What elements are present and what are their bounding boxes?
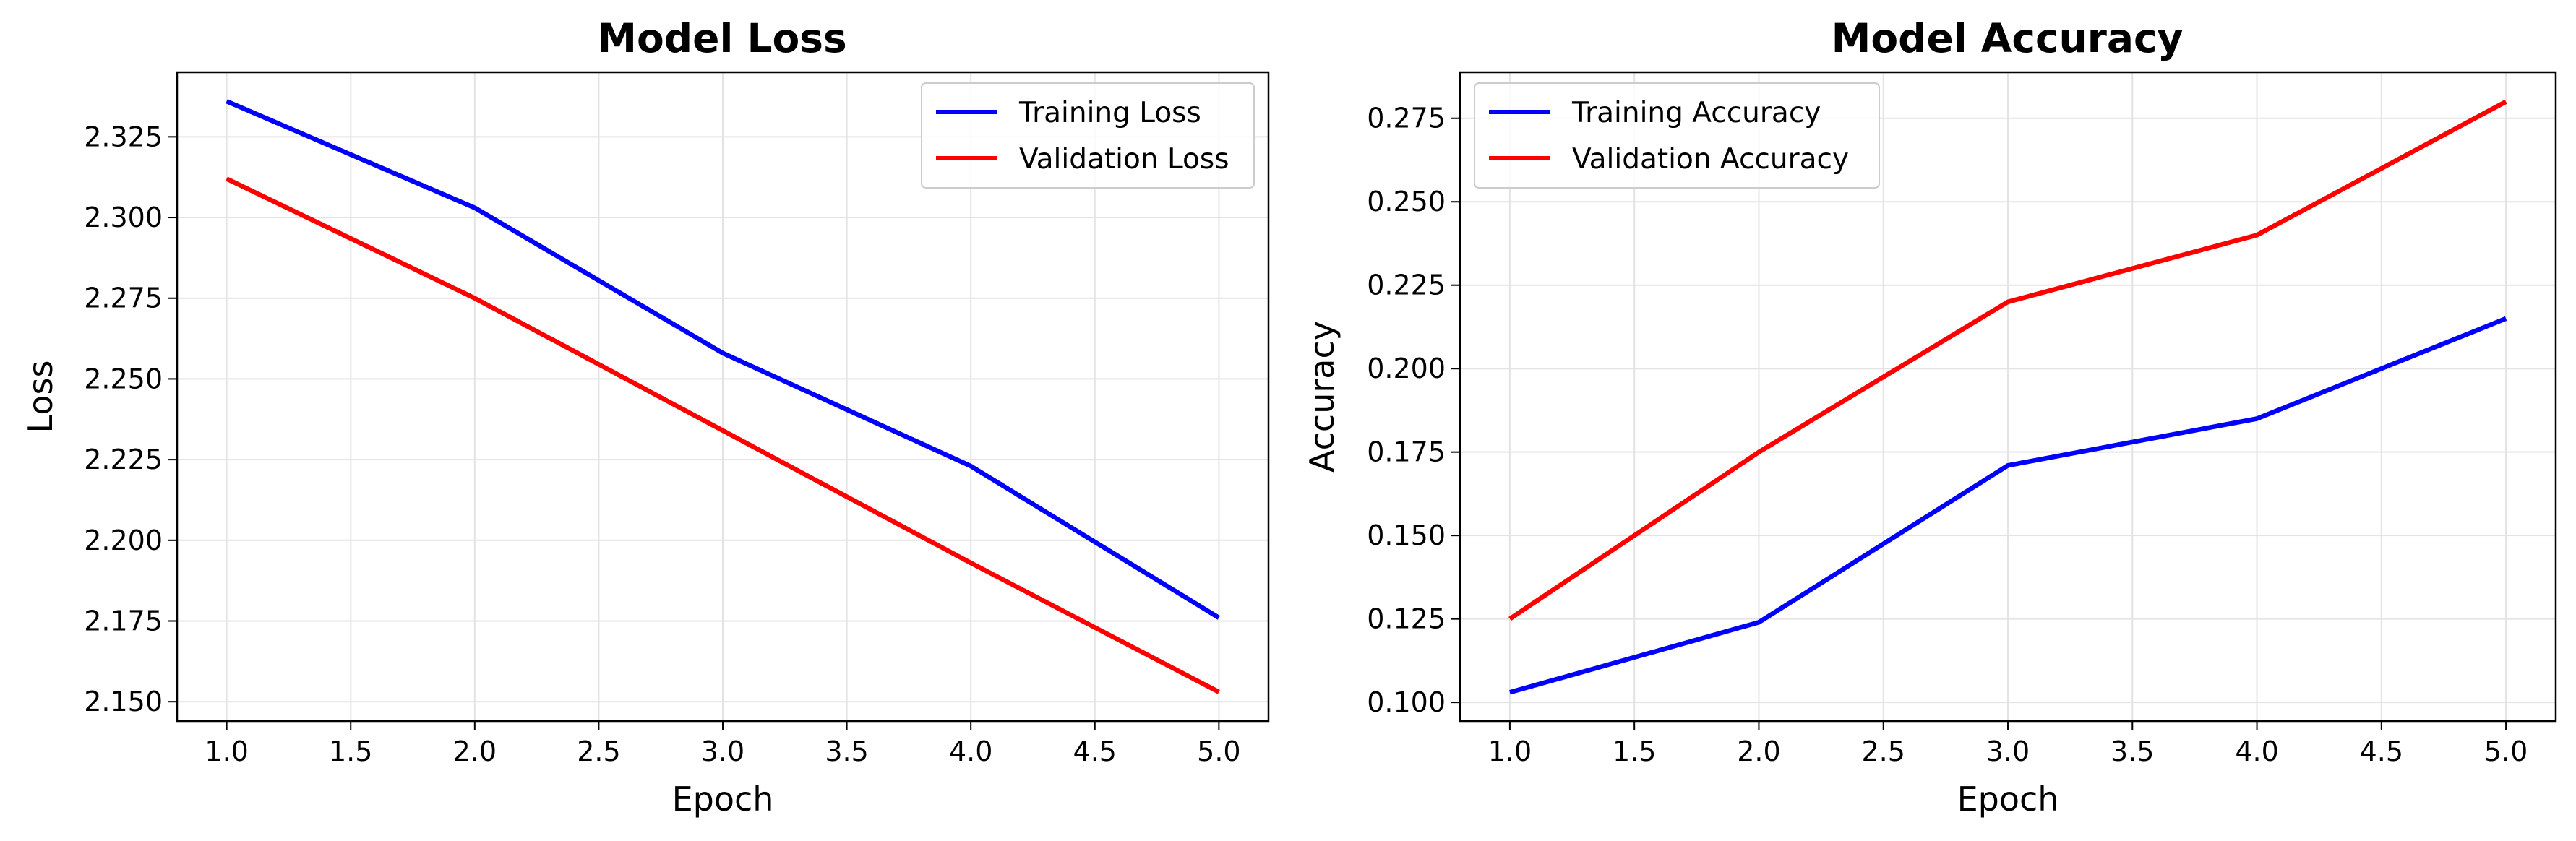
loss-x-axis-label: Epoch [672, 780, 774, 819]
loss-x-tick-label: 4.5 [1073, 736, 1117, 767]
accuracy-x-tick-label: 4.5 [2360, 736, 2403, 767]
accuracy-x-tick-label: 4.0 [2235, 736, 2278, 767]
loss-legend-label-training: Training Loss [1018, 97, 1201, 129]
loss-y-tick-label: 2.250 [84, 363, 163, 394]
accuracy-y-axis: 0.100 0.125 0.150 0.175 0.200 0.225 0.250 0.275 [1367, 103, 1460, 718]
accuracy-x-tick-label: 1.0 [1488, 736, 1532, 767]
loss-y-tick-label: 2.175 [84, 605, 163, 637]
accuracy-y-tick-label: 0.125 [1367, 603, 1446, 635]
accuracy-series-training-accuracy [1509, 316, 2507, 695]
accuracy-x-tick-label: 5.0 [2484, 736, 2528, 767]
accuracy-y-tick-label: 0.175 [1367, 436, 1446, 468]
loss-chart: Model Loss 1.0 1.5 2.0 2.5 3.0 3.5 4.0 4.5 5.0 2… [21, 15, 1270, 819]
loss-x-tick-label: 4.0 [949, 736, 992, 767]
loss-x-tick-label: 3.0 [701, 736, 744, 767]
loss-y-tick-label: 2.275 [84, 283, 163, 314]
accuracy-x-tick-label: 2.0 [1737, 736, 1780, 767]
loss-series-training-loss [226, 99, 1221, 620]
accuracy-x-tick-label: 3.5 [2111, 736, 2154, 767]
accuracy-x-tick-label: 3.0 [1986, 736, 2030, 767]
loss-x-tick-label: 5.0 [1197, 736, 1240, 767]
loss-y-tick-label: 2.300 [84, 202, 163, 233]
accuracy-y-tick-label: 0.150 [1367, 519, 1446, 551]
loss-y-axis-label: Loss [21, 361, 60, 434]
loss-x-tick-label: 1.5 [329, 736, 372, 767]
accuracy-y-tick-label: 0.100 [1367, 686, 1446, 718]
loss-y-tick-label: 2.200 [84, 525, 163, 556]
accuracy-legend-box [1474, 82, 1880, 189]
loss-x-tick-label: 3.5 [825, 736, 868, 767]
accuracy-y-axis-label: Accuracy [1302, 321, 1341, 473]
loss-x-tick-label: 2.0 [453, 736, 497, 767]
accuracy-chart: Model Accuracy 1.0 1.5 2.0 2.5 3.0 3.5 4.0 4.5 5… [1302, 15, 2557, 819]
loss-x-axis: 1.0 1.5 2.0 2.5 3.0 3.5 4.0 4.5 5.0 [205, 721, 1241, 767]
loss-y-tick-label: 2.225 [84, 444, 163, 475]
loss-y-tick-label: 2.150 [84, 686, 163, 717]
loss-chart-title: Model Loss [597, 15, 847, 61]
accuracy-chart-title: Model Accuracy [1832, 15, 2184, 61]
loss-x-tick-label: 2.5 [577, 736, 620, 767]
accuracy-y-tick-label: 0.250 [1367, 186, 1446, 217]
accuracy-legend-label-training: Training Accuracy [1571, 97, 1821, 129]
accuracy-legend-label-validation: Validation Accuracy [1572, 143, 1849, 176]
accuracy-x-axis: 1.0 1.5 2.0 2.5 3.0 3.5 4.0 4.5 5.0 [1488, 721, 2528, 767]
loss-legend-box [921, 82, 1255, 189]
loss-x-tick-label: 1.0 [205, 736, 248, 767]
accuracy-series-lines [1508, 99, 2507, 695]
loss-y-tick-label: 2.325 [84, 121, 163, 152]
accuracy-y-tick-label: 0.200 [1367, 353, 1446, 384]
loss-series-lines [226, 99, 1221, 694]
accuracy-legend: Training Accuracy Validation Accuracy [1474, 82, 1880, 189]
accuracy-x-tick-label: 2.5 [1862, 736, 1905, 767]
accuracy-x-tick-label: 1.5 [1613, 736, 1656, 767]
accuracy-x-axis-label: Epoch [1957, 780, 2059, 819]
loss-y-axis: 2.150 2.175 2.200 2.225 2.250 2.275 2.300 2.325 [84, 121, 177, 717]
accuracy-y-tick-label: 0.225 [1367, 269, 1446, 301]
loss-series-validation-loss [226, 176, 1220, 694]
loss-legend-label-validation: Validation Loss [1019, 143, 1229, 176]
loss-legend: Training Loss Validation Loss [921, 82, 1255, 189]
accuracy-series-validation-accuracy [1508, 99, 2507, 621]
accuracy-y-tick-label: 0.275 [1367, 103, 1446, 134]
